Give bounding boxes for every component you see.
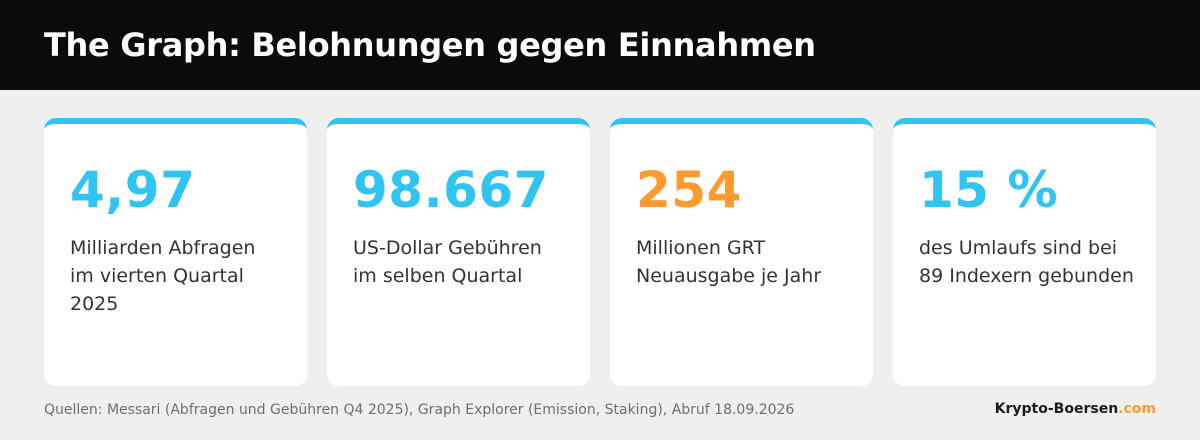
stat-description-line: des Umlaufs sind bei: [919, 237, 1118, 259]
brand-tld: .com: [1118, 401, 1156, 417]
stat-description: US-Dollar Gebühren im selben Quartal: [353, 234, 578, 290]
stat-description-line: im vierten Quartal: [70, 265, 244, 287]
stat-description: Milliarden Abfragen im vierten Quartal 2…: [70, 234, 295, 318]
stat-description-line: US-Dollar Gebühren: [353, 237, 542, 259]
stat-card-staking: 15 % des Umlaufs sind bei 89 Indexern ge…: [893, 118, 1156, 386]
stat-value: 254: [636, 161, 742, 219]
stat-description: des Umlaufs sind bei 89 Indexern gebunde…: [919, 234, 1144, 290]
brand-name: Krypto-Boersen: [994, 401, 1119, 417]
stat-description-line: 89 Indexern gebunden: [919, 265, 1134, 287]
sources-note: Quellen: Messari (Abfragen und Gebühren …: [44, 402, 795, 418]
stat-description-line: Milliarden Abfragen: [70, 237, 256, 259]
stat-value: 15 %: [919, 161, 1059, 219]
stat-description-line: im selben Quartal: [353, 265, 523, 287]
stat-description: Millionen GRT Neuausgabe je Jahr: [636, 234, 861, 290]
stat-description-line: Neuausgabe je Jahr: [636, 265, 822, 287]
brand-logo: Krypto-Boersen.com: [995, 401, 1156, 417]
stat-value: 4,97: [70, 161, 196, 219]
stat-card-issuance: 254 Millionen GRT Neuausgabe je Jahr: [610, 118, 873, 386]
stat-description-line: Millionen GRT: [636, 237, 766, 259]
stat-value: 98.667: [353, 161, 549, 219]
header-bar: The Graph: Belohnungen gegen Einnahmen: [0, 0, 1200, 90]
stat-card-fees: 98.667 US-Dollar Gebühren im selben Quar…: [327, 118, 590, 386]
stat-description-line: 2025: [70, 293, 119, 315]
stat-card-queries: 4,97 Milliarden Abfragen im vierten Quar…: [44, 118, 307, 386]
page-title: The Graph: Belohnungen gegen Einnahmen: [44, 26, 816, 64]
